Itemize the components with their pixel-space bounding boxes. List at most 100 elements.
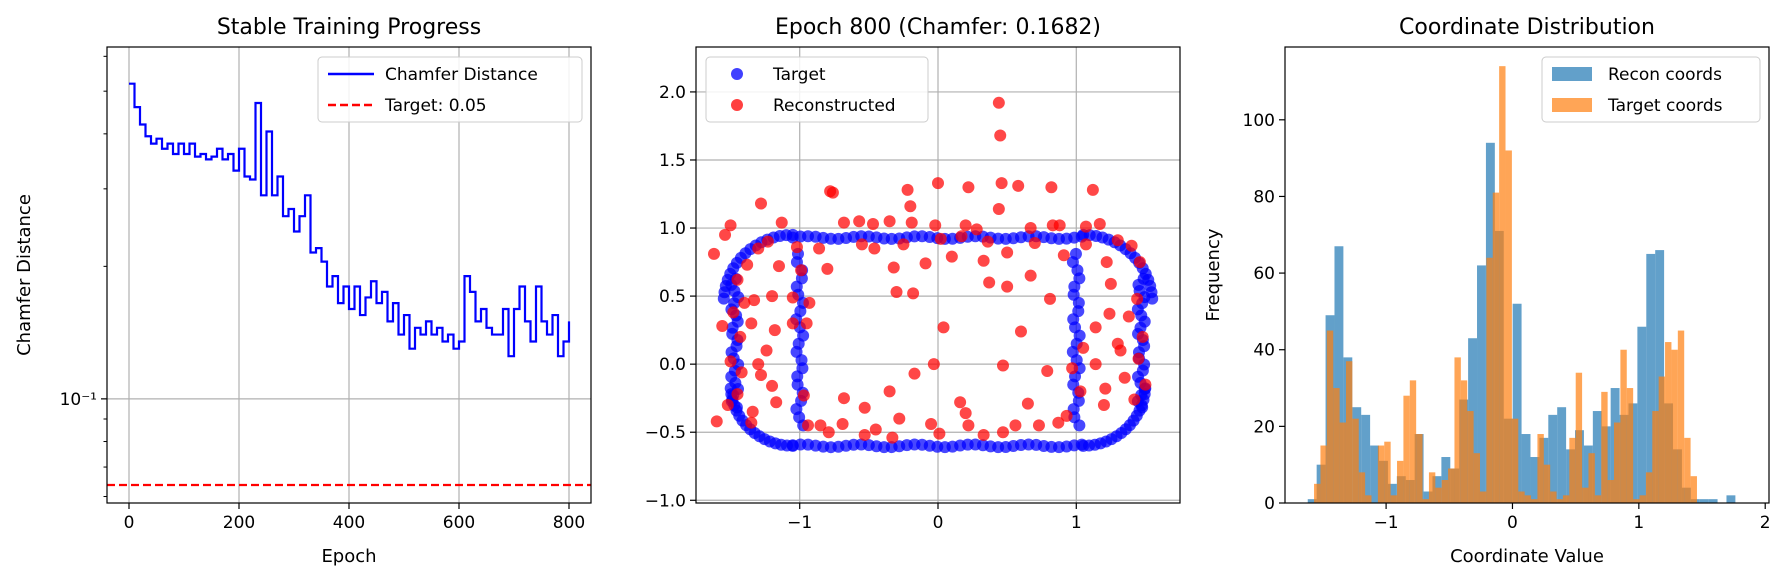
target-bar [1397,460,1404,503]
target-bar [1588,453,1595,503]
reconstructed-point [814,419,827,432]
x-axis-label: Epoch [321,546,376,567]
reconstructed-point [727,306,740,319]
recon-bar [1307,499,1317,503]
target-bar [1562,495,1570,503]
reconstructed-point [907,287,920,300]
target-bar [1505,150,1512,503]
target-bar [1390,495,1398,503]
target-bar [1594,495,1602,503]
reconstructed-point [1014,325,1027,338]
recon-bar [1521,434,1531,503]
target-bar [1511,418,1519,503]
y-axis-label: Chamfer Distance [14,194,35,356]
target-bar [1441,480,1449,503]
reconstructed-point [752,358,765,371]
target-point [1146,292,1159,305]
recon-bar [1637,326,1647,503]
reconstructed-point [955,230,968,243]
reconstructed-point [746,405,759,418]
reconstructed-point [745,317,758,330]
reconstructed-point [996,426,1009,439]
reconstructed-point [821,262,834,275]
target-point [1069,247,1082,260]
legend-box [317,56,583,123]
reconstructed-point [1074,385,1087,398]
reconstructed-point [1118,371,1131,384]
y-tick-label: 60 [1253,264,1275,284]
target-bar [1435,487,1442,503]
target-bar [1454,357,1461,503]
reconstructed-point [1012,179,1025,192]
recon-bar [1592,411,1602,503]
legend-label: Target coords [1607,96,1723,116]
reconstructed-point [738,296,751,309]
reconstructed-point [1044,292,1057,305]
reconstructed-point [1093,217,1106,230]
recon-bar [1583,445,1593,503]
reconstructed-point [925,418,938,431]
target-bar [1633,499,1640,503]
reconstructed-point [897,238,910,251]
reconstructed-point [1001,280,1014,293]
reconstructed-point [945,250,958,263]
target-bar [1409,380,1417,503]
reconstructed-point [994,129,1007,142]
reconstructed-point [1053,219,1066,232]
y-axis-label: Frequency [1203,228,1224,321]
reconstructed-point [992,96,1005,109]
reconstructed-point [977,254,990,267]
target-bar [1339,422,1346,503]
x-tick-label: −1 [787,513,812,533]
reconstructed-point [933,427,946,440]
reconstructed-point [1021,397,1034,410]
target-bar [1518,491,1525,503]
y-tick-label: 0.5 [659,287,686,307]
reconstructed-point [721,398,734,411]
legend-box [705,56,929,123]
x-tick-label: 0 [1507,513,1518,533]
recon-bar [1423,491,1433,503]
target-bar [1671,349,1678,503]
legend: Chamfer Distance Target: 0.05 [317,56,583,123]
reconstructed-point [797,389,810,402]
reconstructed-point [731,273,744,286]
reconstructed-point [905,216,918,229]
reconstructed-point [977,428,990,441]
chart-title: Stable Training Progress [217,15,481,40]
legend-box [1541,56,1761,123]
reconstructed-point [1052,416,1065,429]
target-bar [1626,388,1634,503]
reconstructed-point [883,385,896,398]
y-tick-label: 80 [1253,187,1275,207]
y-tick-label: 100 [1243,111,1275,131]
target-bar [1537,434,1544,503]
reconstructed-point [868,242,881,255]
recon-bar [1530,457,1540,503]
reconstructed-point [1045,181,1058,194]
reconstructed-point [927,358,940,371]
target-bar [1658,376,1666,503]
target-bar [1358,472,1366,503]
reconstructed-point [1079,238,1092,251]
reconstructed-point [803,296,816,309]
x-tick-label: 800 [553,513,585,533]
y-tick-label: 2.0 [659,83,686,103]
reconstructed-point [1111,234,1124,247]
reconstructed-point [1111,337,1124,350]
reconstructed-point [707,247,720,260]
x-tick-label: 400 [333,513,365,533]
plot-frame [695,46,1181,504]
reconstructed-point [995,177,1008,190]
reconstructed-point [1001,246,1014,259]
target-bar [1582,487,1589,503]
target-bar [1460,380,1468,503]
legend-label: Target: 0.05 [384,96,487,116]
reconstructed-point [1032,419,1045,432]
reconstructed-point [954,396,967,409]
x-tick-label: 1 [1071,513,1082,533]
target-bar [1645,472,1653,503]
legend-label: Chamfer Distance [385,65,538,85]
target-bar [1314,483,1321,503]
reconstructed-point [1086,183,1099,196]
